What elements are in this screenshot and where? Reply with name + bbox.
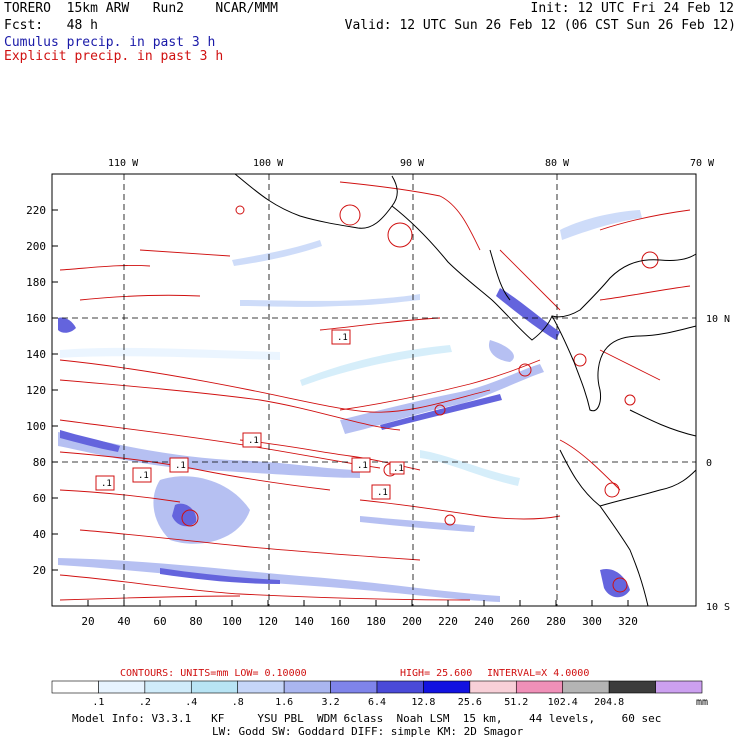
forecast-hour: Fcst: 48 h: [4, 18, 98, 33]
y-tick-label: 120: [26, 384, 46, 397]
colorbar-label: .1: [92, 697, 104, 708]
colorbar-swatch: [330, 680, 378, 694]
legend-cumulus: Cumulus precip. in past 3 h: [4, 35, 216, 50]
colorbar-interval-text: INTERVAL=X 4.0000: [487, 668, 589, 679]
colorbar-swatch: [655, 680, 703, 694]
colorbar-label: 102.4: [548, 697, 578, 708]
colorbar-swatch: [98, 680, 146, 694]
y-tick-label: 60: [33, 492, 46, 505]
colorbar-swatch: [469, 680, 517, 694]
colorbar-swatch: [283, 680, 331, 694]
model-title: TORERO 15km ARW Run2 NCAR/MMM: [4, 1, 278, 16]
colorbar-label: .8: [232, 697, 244, 708]
colorbar: [51, 680, 703, 694]
contour-box-label: .1: [248, 436, 259, 446]
contour-box-label: .1: [393, 464, 404, 474]
colorbar-swatch: [608, 680, 656, 694]
colorbar-title: CONTOURS: UNITS=mm LOW= 0.10000 HIGH= 25…: [120, 668, 589, 679]
x-tick-label: 320: [618, 615, 638, 628]
y-tick-label: 40: [33, 528, 46, 541]
colorbar-label: 51.2: [504, 697, 528, 708]
contour-label-boxes: .1 .1 .1 .1 .1 .1 .1 .1: [95, 329, 405, 500]
x-tick-label: 40: [117, 615, 130, 628]
contour-box-label: .1: [138, 471, 149, 481]
y-tick-label: 200: [26, 240, 46, 253]
graticule: [52, 174, 696, 606]
colorbar-swatch: [144, 680, 192, 694]
x-tick-label: 200: [402, 615, 422, 628]
colorbar-swatch: [51, 680, 99, 694]
x-tick-label: 240: [474, 615, 494, 628]
colorbar-high-text: HIGH= 25.600: [400, 668, 472, 679]
y-tick-label: 220: [26, 204, 46, 217]
contour-box-label: .1: [101, 479, 112, 489]
contour-box-label: .1: [175, 461, 186, 471]
y-tick-label: 180: [26, 276, 46, 289]
x-tick-label: 220: [438, 615, 458, 628]
latitude-labels: 10 N 0 10 S: [706, 314, 730, 613]
x-tick-label: 280: [546, 615, 566, 628]
colorbar-swatch: [515, 680, 564, 694]
x-tick-label: 300: [582, 615, 602, 628]
model-physics: LW: Godd SW: Goddard DIFF: simple KM: 2D…: [212, 725, 524, 738]
colorbar-label: 25.6: [458, 697, 482, 708]
colorbar-unit: mm: [696, 697, 708, 708]
colorbar-contours-text: CONTOURS: UNITS=mm LOW= 0.10000: [120, 668, 307, 679]
x-tick-label: 100: [222, 615, 242, 628]
y-tick-label: 140: [26, 348, 46, 361]
lon-label-70w: 70 W: [690, 158, 715, 169]
valid-time: Valid: 12 UTC Sun 26 Feb 12 (06 CST Sun …: [344, 18, 736, 33]
init-time: Init: 12 UTC Fri 24 Feb 12: [530, 1, 735, 16]
lon-label-90w: 90 W: [400, 158, 425, 169]
cumulus-precip-shading: [58, 210, 642, 602]
lat-label-10n: 10 N: [706, 314, 730, 325]
colorbar-label: .2: [139, 697, 151, 708]
contour-box-label: .1: [377, 488, 388, 498]
lat-label-0: 0: [706, 458, 712, 469]
lon-label-100w: 100 W: [253, 158, 284, 169]
y-tick-label: 160: [26, 312, 46, 325]
colorbar-label: 12.8: [411, 697, 435, 708]
colorbar-label: 204.8: [594, 697, 624, 708]
x-tick-label: 160: [330, 615, 350, 628]
lat-label-10s: 10 S: [706, 602, 730, 613]
x-tick-label: 20: [81, 615, 94, 628]
y-tick-label: 80: [33, 456, 46, 469]
colorbar-swatch: [376, 680, 424, 694]
contour-box-label: .1: [357, 461, 368, 471]
legend-explicit: Explicit precip. in past 3 h: [4, 49, 224, 64]
x-axis-ticks: 20 40 60 80 100 120 140 160 180 200 220 240 260 280 30…: [81, 600, 638, 628]
colorbar-swatch: [423, 680, 471, 694]
x-tick-label: 60: [153, 615, 166, 628]
model-info: Model Info: V3.3.1 KF YSU PBL WDM 6class…: [72, 712, 662, 725]
colorbar-labels: .1 .2 .4 .8 1.6 3.2 6.4 12.8 25.6 51.2 102.4 204.8: [92, 697, 624, 708]
coastlines: [234, 173, 697, 607]
x-tick-label: 260: [510, 615, 530, 628]
y-tick-label: 20: [33, 564, 46, 577]
colorbar-label: .4: [185, 697, 197, 708]
x-tick-label: 180: [366, 615, 386, 628]
lon-label-80w: 80 W: [545, 158, 570, 169]
x-tick-label: 80: [189, 615, 202, 628]
map-frame: [51, 173, 697, 607]
colorbar-label: 3.2: [322, 697, 340, 708]
y-axis-ticks: 20 40 60 80 100 120 140 160 180 200 220: [26, 204, 58, 577]
colorbar-label: 1.6: [275, 697, 293, 708]
longitude-labels: 110 W 100 W 90 W 80 W 70 W: [108, 158, 715, 169]
colorbar-swatch: [190, 680, 239, 694]
y-tick-label: 100: [26, 420, 46, 433]
x-tick-label: 120: [258, 615, 278, 628]
colorbar-label: 6.4: [368, 697, 386, 708]
lon-label-110w: 110 W: [108, 158, 139, 169]
x-tick-label: 140: [294, 615, 314, 628]
colorbar-swatch: [562, 680, 610, 694]
contour-box-label: .1: [337, 333, 348, 343]
colorbar-swatch: [237, 680, 285, 694]
